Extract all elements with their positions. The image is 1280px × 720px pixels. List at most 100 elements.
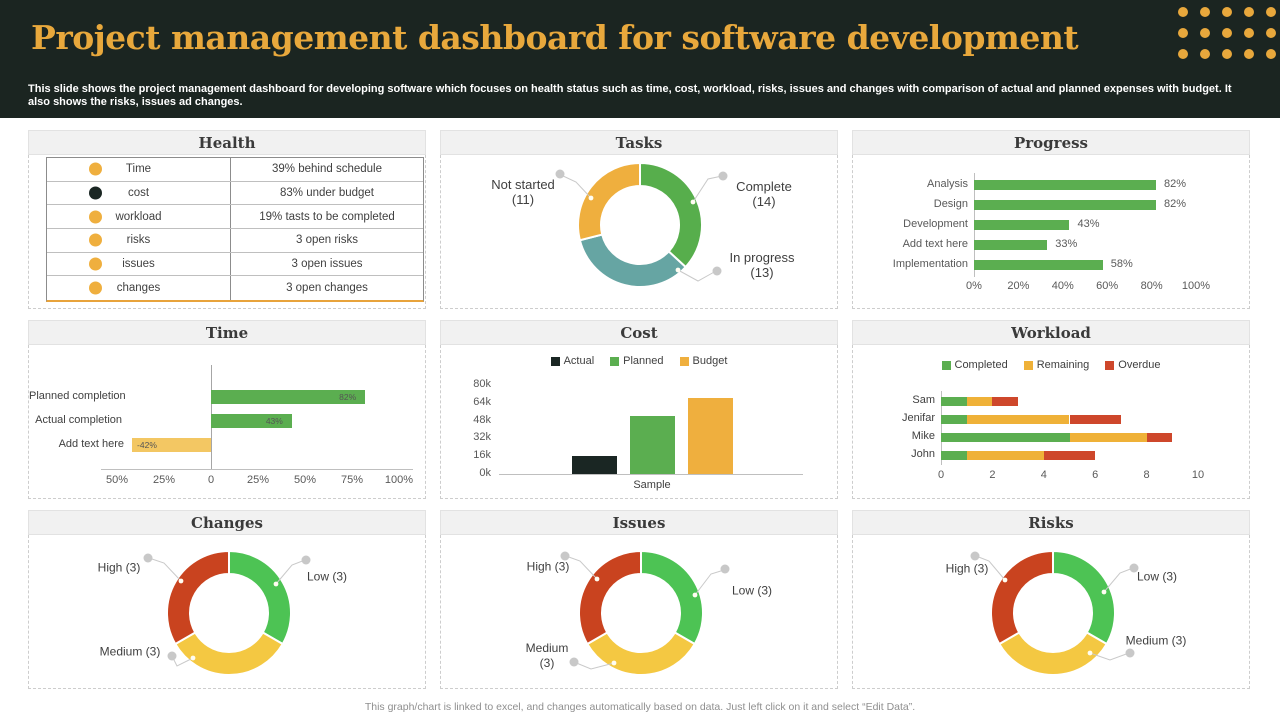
- legend-swatch: [550, 356, 560, 366]
- cost-bar-actual: [572, 456, 617, 474]
- progress-bar: [974, 260, 1103, 270]
- tasks-donut-svg: [555, 161, 728, 288]
- value-label: -42%: [137, 440, 157, 450]
- panel-risks: Risks Low (3) Medium (3) High (3): [852, 510, 1250, 690]
- health-table-canvas[interactable]: Time 39% behind schedule cost 83% under bud…: [28, 155, 426, 309]
- health-metric-value: 3 open risks: [230, 229, 423, 252]
- category-label: Development: [903, 218, 968, 230]
- time-bar-chart[interactable]: Planned completion 82% Actual completion 43…: [28, 345, 426, 499]
- changes-donut-chart[interactable]: Low (3) Medium (3) High (3): [28, 535, 426, 689]
- dot-decoration: [1200, 49, 1210, 59]
- status-dot: [89, 233, 102, 247]
- issues-donut-chart[interactable]: Low (3) Medium (3) High (3): [440, 535, 838, 689]
- workload-segment-completed: [941, 450, 967, 460]
- x-tick-label: 2: [989, 469, 996, 481]
- leader-line: [694, 569, 725, 596]
- leader-arc-dot: [690, 199, 696, 205]
- workload-segment-remaining: [966, 396, 993, 406]
- risks-label-medium: Medium (3): [1125, 633, 1187, 648]
- x-tick-label: 40%: [1051, 280, 1074, 292]
- workload-segment-completed: [941, 414, 967, 424]
- category-label: Implementation: [892, 258, 968, 270]
- panel-cost: Cost Actual Planned Budget 0k 16k 32k 48k 64k 80…: [440, 320, 838, 500]
- leader-arc-dot: [1101, 589, 1107, 595]
- value-label: 33%: [1055, 238, 1078, 250]
- category-label: Add text here: [902, 238, 968, 250]
- panel-health: Health Time 39% behind schedule cost 83% un…: [28, 130, 426, 310]
- legend-item: Budget: [679, 355, 727, 367]
- changes-label-low: Low (3): [306, 569, 348, 584]
- cost-column-chart[interactable]: Actual Planned Budget 0k 16k 32k 48k 64k 80k Samp…: [440, 345, 838, 499]
- leader-arc-dot: [178, 578, 184, 584]
- leader-endpoint-dot: [167, 651, 177, 661]
- status-dot: [89, 186, 102, 200]
- leader-line: [148, 557, 182, 582]
- category-label: Actual completion: [35, 414, 122, 426]
- leader-arc-dot: [588, 195, 594, 201]
- dot-decoration: [1222, 7, 1232, 17]
- value-label: 82%: [1164, 178, 1187, 190]
- panel-title-health: Health: [28, 130, 426, 155]
- dot-decoration: [1178, 7, 1188, 17]
- workload-segment-completed: [941, 432, 1070, 442]
- progress-bar-chart[interactable]: Analysis 82% Design 82% Development 43% Add te…: [852, 155, 1250, 309]
- legend: Actual Planned Budget: [441, 355, 837, 367]
- tasks-label-in-progress: In progress (13): [729, 250, 795, 280]
- dot-decoration: [1266, 49, 1276, 59]
- x-tick-label: 4: [1040, 469, 1047, 481]
- workload-segment-overdue: [1043, 450, 1096, 460]
- x-axis-line: [499, 474, 803, 475]
- health-metric-value: 39% behind schedule: [230, 158, 423, 181]
- donut-segment-medium: [585, 631, 697, 676]
- y-tick-label: 0k: [479, 467, 491, 479]
- dot-decoration: [1178, 49, 1188, 59]
- y-axis-line: [941, 391, 942, 465]
- workload-stacked-chart[interactable]: Completed Remaining Overdue Sam Jenifar Mike J…: [852, 345, 1250, 499]
- tasks-donut-chart[interactable]: Complete (14) In progress (13) Not started…: [440, 155, 838, 309]
- tasks-label-complete: Complete (14): [736, 179, 792, 209]
- donut-segment-high: [578, 549, 642, 646]
- health-metric-label: risks: [126, 234, 151, 247]
- leader-endpoint-dot: [1129, 563, 1139, 573]
- header-banner: Project management dashboard for softwar…: [0, 0, 1280, 118]
- panel-workload: Workload Completed Remaining Overdue Sam Jen…: [852, 320, 1250, 500]
- risks-donut-chart[interactable]: Low (3) Medium (3) High (3): [852, 535, 1250, 689]
- category-label: Design: [933, 198, 968, 210]
- risks-donut-svg: [970, 549, 1139, 676]
- y-tick-label: 16k: [473, 449, 491, 462]
- x-tick-label: 60%: [1096, 280, 1119, 292]
- panel-title-time: Time: [28, 320, 426, 345]
- health-metric-value: 3 open changes: [230, 276, 423, 301]
- table-row: changes 3 open changes: [47, 276, 423, 301]
- dot-decoration: [1178, 28, 1188, 38]
- workload-segment-completed: [941, 396, 967, 406]
- cost-bar-planned: [630, 416, 675, 474]
- page-title: Project management dashboard for softwar…: [31, 18, 1079, 57]
- legend-item: Remaining: [1023, 359, 1089, 371]
- category-label: Planned completion: [29, 390, 126, 402]
- x-tick-label: 20%: [1007, 280, 1030, 292]
- x-tick-label: 6: [1092, 469, 1099, 481]
- leader-line: [1103, 567, 1134, 593]
- status-dot: [89, 162, 102, 176]
- panel-title-workload: Workload: [852, 320, 1250, 345]
- issues-label-high: High (3): [526, 559, 570, 574]
- category-label: Sam: [912, 394, 935, 406]
- legend-item: Overdue: [1105, 359, 1161, 371]
- table-row: cost 83% under budget: [47, 181, 423, 206]
- health-table[interactable]: Time 39% behind schedule cost 83% under bud…: [46, 157, 424, 302]
- changes-donut-svg: [143, 549, 311, 676]
- time-bar: [211, 390, 366, 404]
- leader-arc-dot: [692, 592, 698, 598]
- risks-label-high: High (3): [945, 561, 989, 576]
- legend-swatch: [679, 356, 689, 366]
- progress-bar: [974, 180, 1157, 190]
- panel-progress: Progress Analysis 82% Design 82% Development…: [852, 130, 1250, 310]
- x-tick-label: 8: [1143, 469, 1150, 481]
- leader-endpoint-dot: [718, 171, 728, 181]
- legend-item: Actual: [550, 355, 594, 367]
- leader-line: [1089, 652, 1130, 661]
- legend-swatch: [941, 360, 951, 370]
- x-axis-category-label: Sample: [633, 479, 671, 491]
- changes-label-high: High (3): [97, 560, 141, 575]
